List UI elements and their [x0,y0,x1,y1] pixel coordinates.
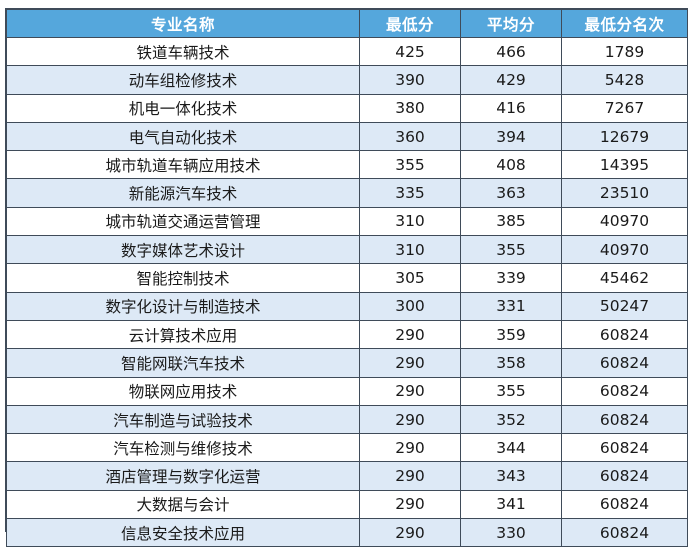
min-score-cell: 290 [359,518,461,547]
min-score-cell: 290 [359,348,461,378]
avg-score-cell: 344 [460,433,562,463]
table-row: 酒店管理与数字化运营 290 343 60824 [6,461,688,491]
table-row: 机电一体化技术 380 416 7267 [6,93,688,123]
table-body: 铁道车辆技术 425 466 1789 动车组检修技术 390 429 5428 机电一体化技术… [6,36,688,547]
min-score-cell: 380 [359,93,461,123]
min-score-cell: 310 [359,206,461,237]
table-row: 电气自动化技术 360 394 12679 [6,121,688,152]
avg-score-cell: 385 [460,206,562,237]
major-name-cell: 酒店管理与数字化运营 [6,461,360,491]
table-row: 汽车制造与试验技术 290 352 60824 [6,404,688,435]
avg-score-cell: 466 [460,36,562,67]
major-name-cell: 城市轨道交通运营管理 [6,206,360,237]
avg-score-cell: 341 [460,489,562,520]
min-rank-cell: 45462 [561,263,688,293]
major-name-cell: 大数据与会计 [6,489,360,520]
avg-score-cell: 352 [460,404,562,435]
header-major-name: 专业名称 [6,9,360,38]
table-row: 汽车检测与维修技术 290 344 60824 [6,433,688,463]
avg-score-cell: 416 [460,93,562,123]
table-row: 新能源汽车技术 335 363 23510 [6,178,688,208]
avg-score-cell: 394 [460,121,562,152]
table-row: 城市轨道交通运营管理 310 385 40970 [6,206,688,237]
min-rank-cell: 23510 [561,178,688,208]
min-rank-cell: 60824 [561,518,688,547]
header-min-score: 最低分 [359,9,461,38]
major-name-cell: 智能网联汽车技术 [6,348,360,378]
major-name-cell: 城市轨道车辆应用技术 [6,150,360,180]
min-rank-cell: 40970 [561,206,688,237]
table-row: 物联网应用技术 290 355 60824 [6,376,688,406]
table-row: 智能控制技术 305 339 45462 [6,263,688,293]
min-score-cell: 305 [359,263,461,293]
min-score-cell: 310 [359,235,461,265]
major-name-cell: 数字化设计与制造技术 [6,291,360,321]
avg-score-cell: 363 [460,178,562,208]
min-rank-cell: 5428 [561,65,688,95]
min-rank-cell: 60824 [561,376,688,406]
avg-score-cell: 355 [460,235,562,265]
min-score-cell: 355 [359,150,461,180]
avg-score-cell: 339 [460,263,562,293]
min-rank-cell: 40970 [561,235,688,265]
min-rank-cell: 7267 [561,93,688,123]
min-rank-cell: 12679 [561,121,688,152]
table-row: 云计算技术应用 290 359 60824 [6,319,688,350]
major-name-cell: 云计算技术应用 [6,319,360,350]
avg-score-cell: 355 [460,376,562,406]
min-score-cell: 290 [359,319,461,350]
score-table: 专业名称 最低分 平均分 最低分名次 铁道车辆技术 425 466 1789 动车组检修… [6,9,688,547]
major-name-cell: 信息安全技术应用 [6,518,360,547]
avg-score-cell: 429 [460,65,562,95]
score-table-container: 专业名称 最低分 平均分 最低分名次 铁道车辆技术 425 466 1789 动车组检修… [5,8,688,547]
table-row: 信息安全技术应用 290 330 60824 [6,518,688,547]
table-row: 城市轨道车辆应用技术 355 408 14395 [6,150,688,180]
min-rank-cell: 60824 [561,348,688,378]
avg-score-cell: 359 [460,319,562,350]
major-name-cell: 电气自动化技术 [6,121,360,152]
min-rank-cell: 1789 [561,36,688,67]
table-header-row: 专业名称 最低分 平均分 最低分名次 [6,9,688,38]
min-score-cell: 300 [359,291,461,321]
avg-score-cell: 343 [460,461,562,491]
table-row: 数字媒体艺术设计 310 355 40970 [6,235,688,265]
min-rank-cell: 14395 [561,150,688,180]
table-row: 大数据与会计 290 341 60824 [6,489,688,520]
major-name-cell: 铁道车辆技术 [6,36,360,67]
table-row: 铁道车辆技术 425 466 1789 [6,36,688,67]
major-name-cell: 新能源汽车技术 [6,178,360,208]
table-row: 动车组检修技术 390 429 5428 [6,65,688,95]
min-score-cell: 360 [359,121,461,152]
min-score-cell: 335 [359,178,461,208]
major-name-cell: 汽车检测与维修技术 [6,433,360,463]
min-score-cell: 290 [359,433,461,463]
min-score-cell: 290 [359,489,461,520]
min-score-cell: 390 [359,65,461,95]
avg-score-cell: 358 [460,348,562,378]
major-name-cell: 数字媒体艺术设计 [6,235,360,265]
table-row: 智能网联汽车技术 290 358 60824 [6,348,688,378]
min-rank-cell: 60824 [561,404,688,435]
major-name-cell: 智能控制技术 [6,263,360,293]
major-name-cell: 汽车制造与试验技术 [6,404,360,435]
header-min-rank: 最低分名次 [561,9,688,38]
major-name-cell: 动车组检修技术 [6,65,360,95]
min-rank-cell: 60824 [561,433,688,463]
major-name-cell: 机电一体化技术 [6,93,360,123]
major-name-cell: 物联网应用技术 [6,376,360,406]
min-rank-cell: 50247 [561,291,688,321]
min-score-cell: 290 [359,461,461,491]
min-rank-cell: 60824 [561,319,688,350]
min-rank-cell: 60824 [561,489,688,520]
min-score-cell: 290 [359,376,461,406]
min-score-cell: 425 [359,36,461,67]
avg-score-cell: 331 [460,291,562,321]
avg-score-cell: 330 [460,518,562,547]
min-rank-cell: 60824 [561,461,688,491]
avg-score-cell: 408 [460,150,562,180]
min-score-cell: 290 [359,404,461,435]
table-row: 数字化设计与制造技术 300 331 50247 [6,291,688,321]
header-avg-score: 平均分 [460,9,562,38]
